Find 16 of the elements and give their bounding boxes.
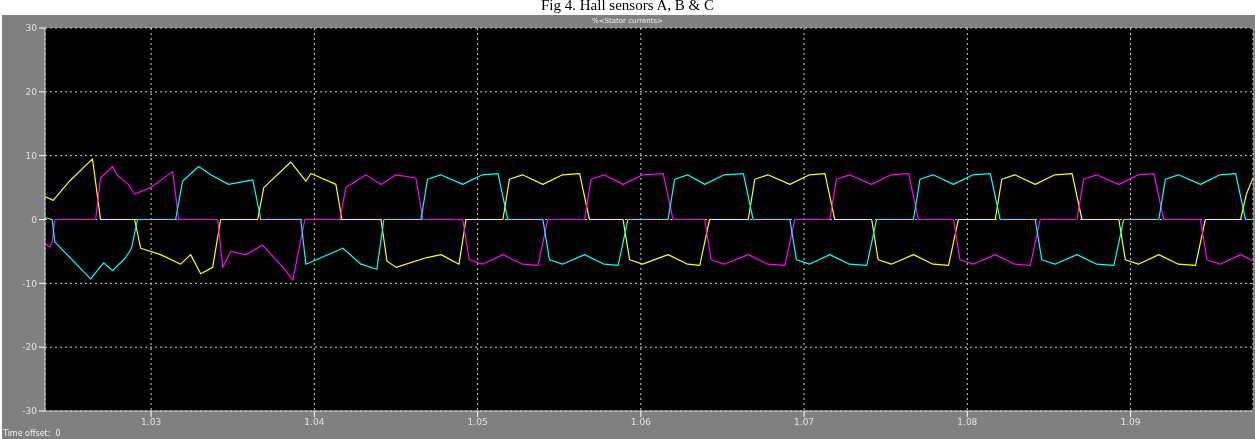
y-tick-label: -30 bbox=[22, 406, 38, 417]
y-tick-label: 0 bbox=[31, 214, 38, 225]
y-tick-label: 10 bbox=[25, 150, 38, 161]
x-tick-label: 1.07 bbox=[794, 417, 815, 428]
text: Time offset: 0 bbox=[3, 429, 61, 438]
y-tick-label: -10 bbox=[22, 278, 38, 289]
y-tick-label: 20 bbox=[25, 87, 38, 98]
x-tick-label: 1.09 bbox=[1120, 417, 1141, 428]
x-tick-label: 1.05 bbox=[467, 417, 488, 428]
x-tick-label: 1.04 bbox=[304, 417, 325, 428]
x-tick-label: 1.03 bbox=[141, 417, 162, 428]
chart-title: Fig 4. Hall sensors A, B & C bbox=[540, 0, 715, 14]
x-tick-label: 1.08 bbox=[957, 417, 978, 428]
y-tick-label: -20 bbox=[22, 342, 38, 353]
y-tick-label: 30 bbox=[25, 23, 38, 34]
x-tick-label: 1.06 bbox=[630, 417, 652, 428]
